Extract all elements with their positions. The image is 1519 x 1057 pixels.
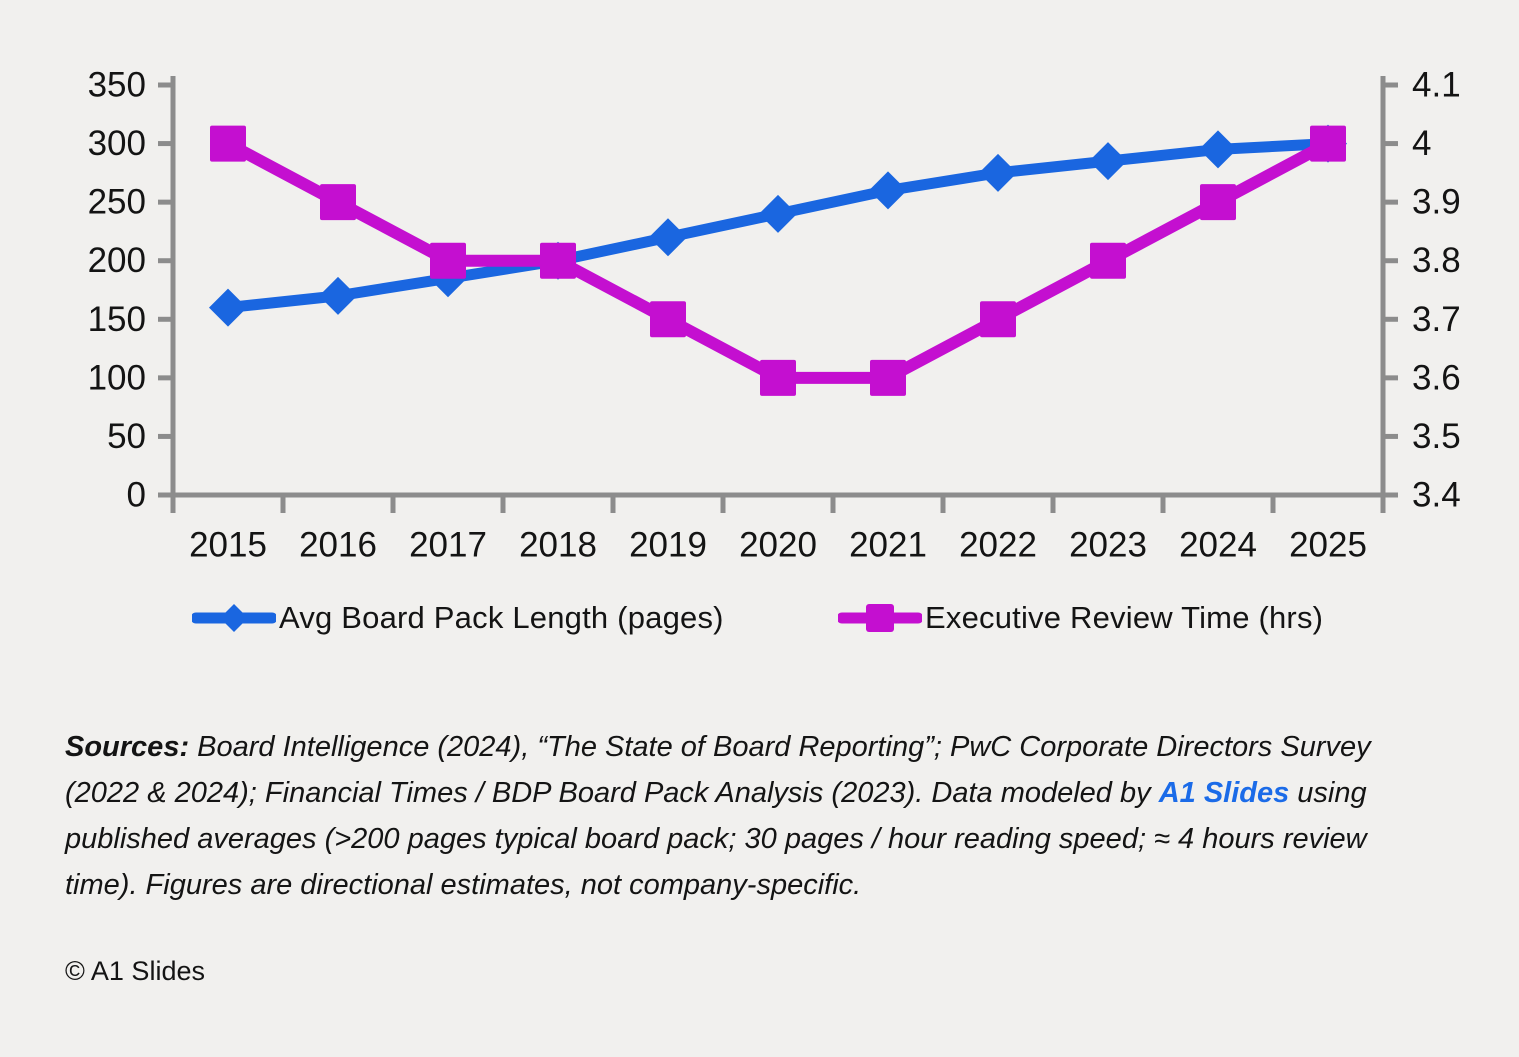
legend-item-review-time: Executive Review Time (hrs) bbox=[836, 596, 1324, 640]
svg-text:3.9: 3.9 bbox=[1412, 183, 1461, 222]
svg-text:4.1: 4.1 bbox=[1412, 66, 1461, 105]
svg-text:2025: 2025 bbox=[1289, 526, 1367, 565]
svg-text:2016: 2016 bbox=[299, 526, 377, 565]
legend-label-board-pack-length: Avg Board Pack Length (pages) bbox=[279, 600, 724, 635]
svg-text:3.4: 3.4 bbox=[1412, 476, 1461, 515]
svg-text:0: 0 bbox=[127, 476, 146, 515]
sources-note: Sources: Board Intelligence (2024), “The… bbox=[65, 724, 1410, 908]
sources-text-2: using published averages (>200 pages typ… bbox=[65, 777, 1367, 901]
svg-text:3.8: 3.8 bbox=[1412, 241, 1461, 280]
svg-text:3.6: 3.6 bbox=[1412, 358, 1461, 397]
svg-text:2019: 2019 bbox=[629, 526, 707, 565]
magenta-square-series-icon bbox=[836, 601, 924, 635]
svg-text:2015: 2015 bbox=[189, 526, 267, 565]
blue-diamond-series-icon bbox=[190, 601, 278, 635]
svg-text:100: 100 bbox=[88, 358, 146, 397]
svg-text:2017: 2017 bbox=[409, 526, 487, 565]
svg-text:50: 50 bbox=[107, 417, 146, 456]
svg-text:2022: 2022 bbox=[959, 526, 1037, 565]
legend-label-review-time: Executive Review Time (hrs) bbox=[925, 600, 1324, 635]
copyright-notice: © A1 Slides bbox=[65, 956, 205, 986]
brand-name: A1 Slides bbox=[1158, 777, 1290, 809]
svg-text:2021: 2021 bbox=[849, 526, 927, 565]
legend-item-board-pack-length: Avg Board Pack Length (pages) bbox=[190, 596, 724, 640]
sources-text-1: Board Intelligence (2024), “The State of… bbox=[65, 731, 1371, 809]
svg-text:2024: 2024 bbox=[1179, 526, 1257, 565]
svg-text:3.7: 3.7 bbox=[1412, 300, 1461, 339]
svg-text:2020: 2020 bbox=[739, 526, 817, 565]
svg-text:250: 250 bbox=[88, 183, 146, 222]
sources-label: Sources: bbox=[65, 731, 190, 763]
svg-text:4: 4 bbox=[1412, 124, 1431, 163]
svg-text:300: 300 bbox=[88, 124, 146, 163]
svg-text:150: 150 bbox=[88, 300, 146, 339]
svg-text:2023: 2023 bbox=[1069, 526, 1147, 565]
dual-axis-line-chart: 350 300 250 200 150 100 50 0 4.1 4 3.9 3.8 3.7 3.6 3.5… bbox=[88, 66, 1461, 565]
svg-text:2018: 2018 bbox=[519, 526, 597, 565]
svg-text:3.5: 3.5 bbox=[1412, 417, 1461, 456]
svg-text:200: 200 bbox=[88, 241, 146, 280]
svg-text:350: 350 bbox=[88, 66, 146, 105]
